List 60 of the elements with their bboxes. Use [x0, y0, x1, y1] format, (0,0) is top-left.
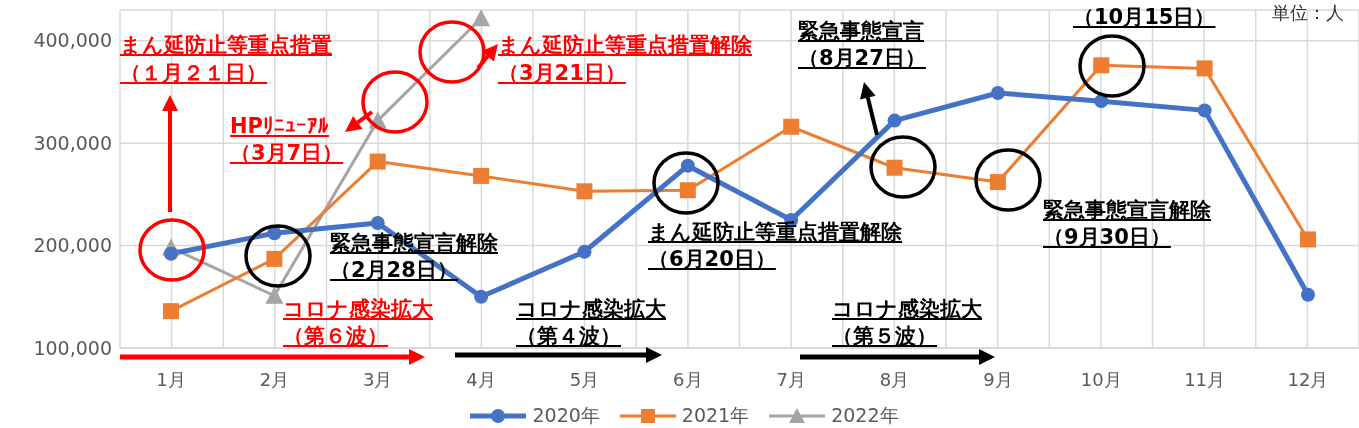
y-tick-label: 200,000 — [33, 234, 112, 257]
point — [577, 244, 592, 259]
y-tick-label: 400,000 — [33, 29, 112, 52]
annotation: 緊急事態宣言 — [798, 18, 924, 45]
annotation: コロナ感染拡大 — [832, 296, 982, 323]
annotation: （3月7日） — [230, 140, 344, 167]
point — [265, 286, 284, 304]
legend-label: 2021年 — [680, 403, 750, 428]
x-tick-label: 3月 — [363, 369, 393, 390]
annotation: 単位：人 — [1272, 1, 1344, 25]
point — [472, 10, 491, 27]
annotation: （第６波） — [283, 323, 388, 350]
x-tick-label: 11月 — [1184, 369, 1226, 390]
annotation: （6月20日） — [648, 246, 776, 273]
point — [369, 153, 386, 170]
x-tick-label: 9月 — [983, 369, 1013, 390]
legend-label: 2020年 — [531, 403, 600, 428]
annotation: まん延防止等重点措置解除 — [498, 32, 752, 59]
legend-label: 2022年 — [830, 403, 899, 428]
point — [576, 183, 593, 200]
point — [680, 158, 695, 173]
annotation: 緊急事態宣言解除 — [1043, 197, 1211, 224]
point — [1301, 287, 1315, 302]
annotation: （第４波） — [516, 323, 621, 350]
annotation: （第５波） — [832, 323, 937, 350]
annotation: （１月２１日） — [120, 60, 267, 87]
point — [1197, 103, 1212, 118]
point — [887, 113, 902, 128]
annotation: コロナ感染拡大 — [516, 296, 666, 323]
x-tick-label: 8月 — [879, 369, 910, 390]
point — [1094, 94, 1109, 109]
annotation: （3月21日） — [498, 60, 626, 87]
annotation: HPﾘﾆｭｰｱﾙ — [230, 113, 329, 140]
x-tick-label: 12月 — [1287, 369, 1329, 390]
point — [1300, 231, 1316, 248]
x-tick-label: 1月 — [156, 369, 186, 390]
point — [473, 167, 490, 184]
x-tick-label: 7月 — [776, 369, 806, 390]
point — [989, 174, 1006, 191]
point — [1196, 60, 1213, 77]
annotation: （9月30日） — [1043, 224, 1171, 251]
point — [783, 118, 800, 135]
x-tick-label: 10月 — [1080, 369, 1122, 390]
point — [164, 246, 178, 261]
x-tick-label: 2月 — [259, 369, 290, 390]
x-tick-label: 5月 — [569, 369, 600, 390]
annotation: （10月15日） — [1073, 4, 1216, 31]
point — [1093, 57, 1110, 74]
x-tick-label: 6月 — [673, 369, 703, 390]
point — [370, 216, 385, 231]
annotation: （8月27日） — [798, 45, 926, 72]
annotation: まん延防止等重点措置 — [120, 32, 332, 59]
point — [990, 85, 1005, 100]
annotation: まん延防止等重点措置解除 — [648, 219, 902, 246]
y-tick-label: 100,000 — [33, 336, 112, 359]
point — [474, 289, 489, 304]
point — [163, 303, 179, 320]
x-tick-label: 4月 — [466, 369, 496, 390]
annotation: コロナ感染拡大 — [283, 296, 433, 323]
y-tick-label: 300,000 — [33, 131, 112, 154]
